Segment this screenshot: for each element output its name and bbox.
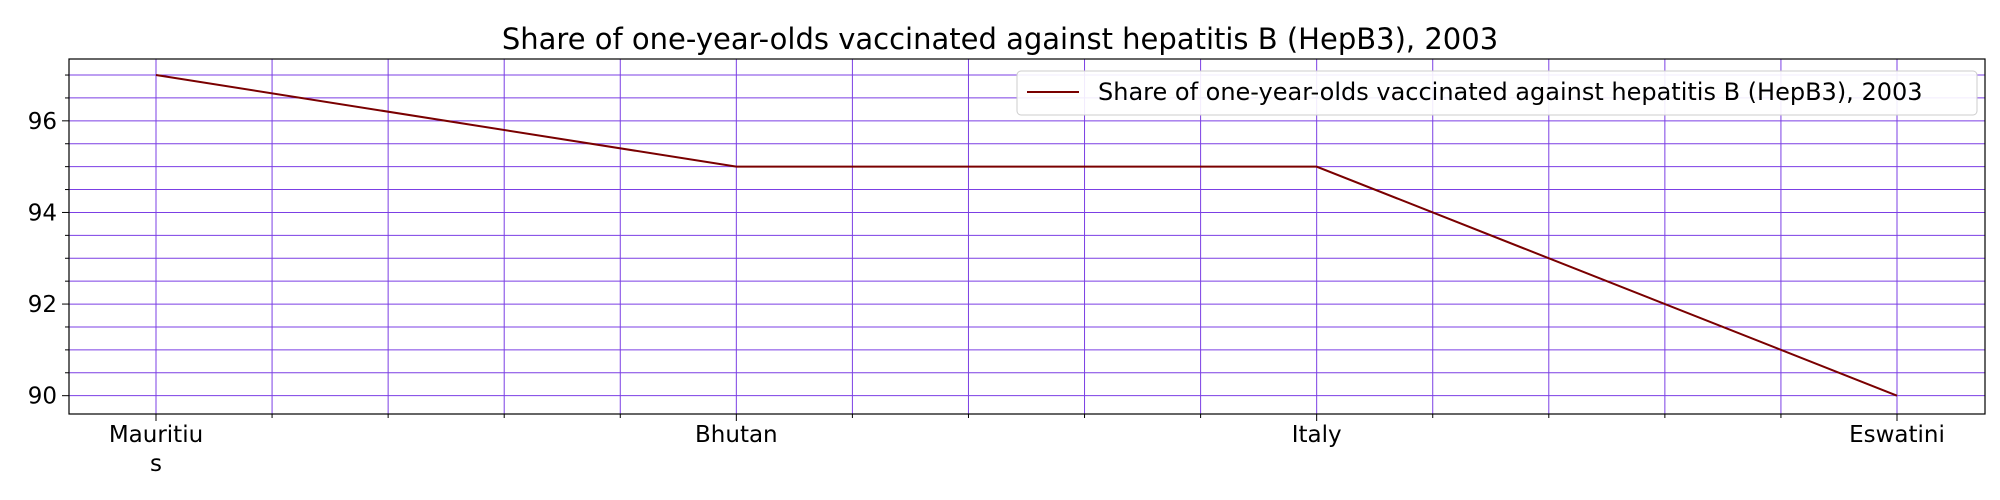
chart-title: Share of one-year-olds vaccinated agains… bbox=[502, 22, 1498, 56]
x-tick-label: Mauritiu s bbox=[109, 422, 203, 477]
x-tick-label-line: Italy bbox=[1292, 422, 1342, 448]
x-tick-label-line: Eswatini bbox=[1849, 422, 1945, 448]
legend-box bbox=[1016, 70, 1978, 116]
series-line bbox=[155, 74, 1898, 397]
x-tick-label: Eswatini bbox=[1849, 422, 1945, 448]
y-tick-label: 96 bbox=[28, 109, 57, 135]
x-tick-label-line: s bbox=[150, 451, 162, 477]
x-tick-label: Italy bbox=[1292, 422, 1342, 448]
x-tick-label-line: Bhutan bbox=[695, 422, 778, 448]
series-layer bbox=[155, 74, 1898, 397]
x-tick-label: Bhutan bbox=[695, 422, 778, 448]
legend-label: Share of one-year-olds vaccinated agains… bbox=[1098, 78, 1923, 106]
y-tick-label: 92 bbox=[28, 292, 57, 318]
axes: 90 92 94 96 Mauritiu s Bhutan Italy Eswatini bbox=[28, 74, 1945, 477]
legend: Share of one-year-olds vaccinated agains… bbox=[1016, 70, 1978, 116]
plot-frame bbox=[68, 58, 1986, 415]
y-tick-label: 90 bbox=[28, 384, 57, 410]
x-tick-label-line: Mauritiu bbox=[109, 422, 203, 448]
y-tick-label: 94 bbox=[28, 200, 57, 226]
